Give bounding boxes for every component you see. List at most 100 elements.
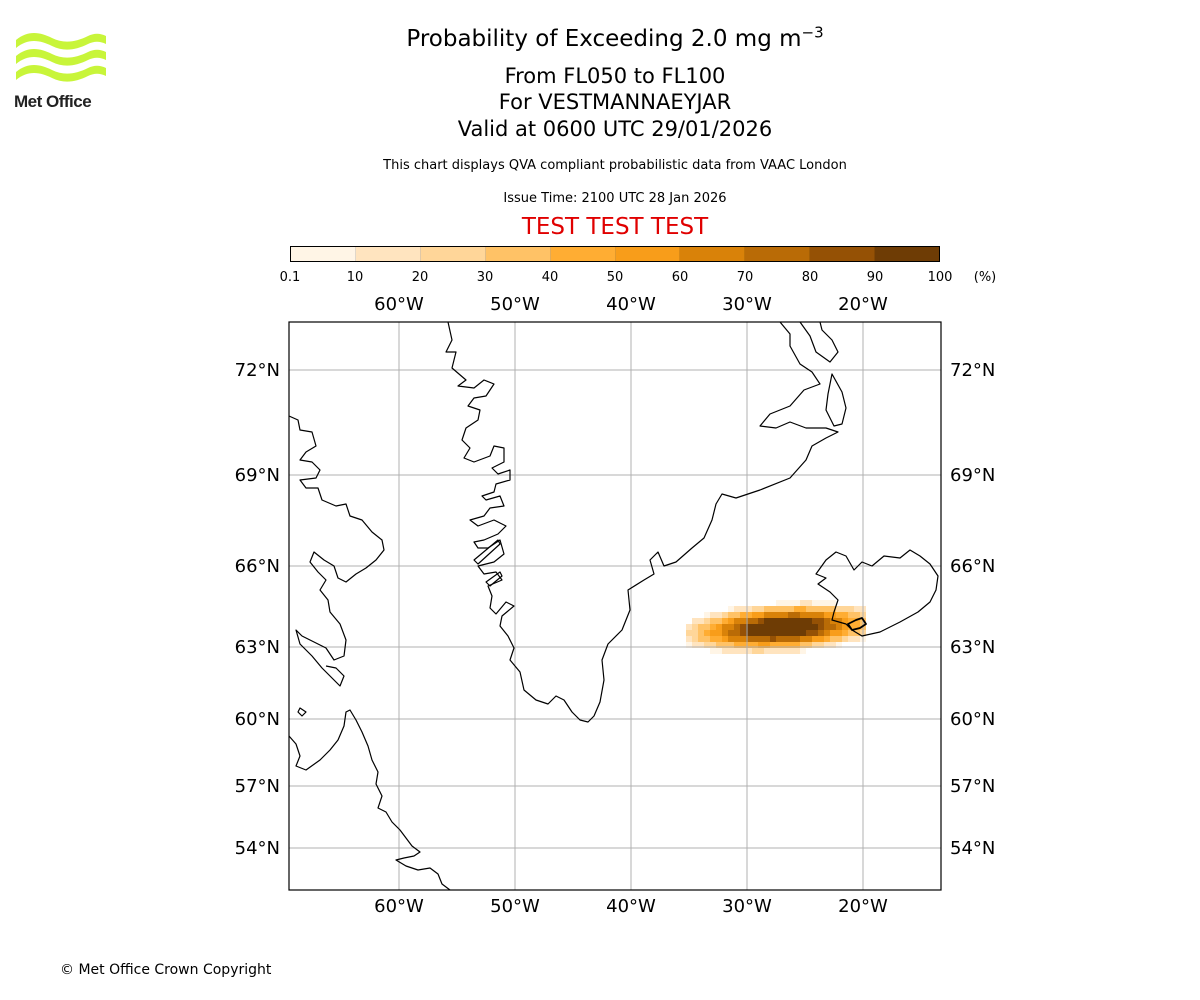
plume-cell [776,600,782,606]
plume-cell [794,600,800,606]
plume-cell [722,630,728,636]
plume-cell [722,618,728,624]
plume-cell [746,606,752,612]
plume-cell [752,642,758,648]
plume-cell [824,600,830,606]
plume-cell [764,630,770,636]
plume-cell [716,612,722,618]
colorbar-tick-label: 50 [606,270,624,285]
plume-cell [716,624,722,630]
plume-cell [728,636,734,642]
plume-cell [842,606,848,612]
latitude-label-left: 54°N [235,838,280,859]
plume-cell [824,618,830,624]
plume-cell [842,618,848,624]
colorbar-tick-label: 0.1 [279,270,301,285]
plume-cell [836,612,842,618]
plume-cell [734,630,740,636]
plume-cell [770,606,776,612]
colorbar-segment [550,247,616,261]
plume-cell [788,636,794,642]
coastline-greenland [445,322,839,723]
plume-cell [764,648,770,654]
plume-cell [776,642,782,648]
plume-cell [812,642,818,648]
plume-cell [806,624,812,630]
plume-cell [818,600,824,606]
plume-cell [782,606,788,612]
issue-time: Issue Time: 2100 UTC 28 Jan 2026 [503,191,727,206]
plume-cell [716,618,722,624]
plume-cell [692,636,698,642]
plume-cell [818,642,824,648]
probability-colorbar [290,246,940,262]
plume-cell [746,636,752,642]
plume-cell [734,636,740,642]
flight-level-range: From FL050 to FL100 [504,64,726,88]
plume-cell [752,618,758,624]
ash-probability-plume [686,600,866,654]
coastline-greenland-island-2 [485,571,503,587]
plume-cell [728,642,734,648]
colorbar-tick-label: 40 [541,270,559,285]
plume-cell [698,618,704,624]
plume-cell [800,624,806,630]
logo-text: Met Office [14,92,92,111]
plume-cell [794,630,800,636]
test-banner: TEST TEST TEST [521,214,709,240]
plume-cell [734,618,740,624]
logo-waves-icon [16,33,106,82]
location-title: For VESTMANNAEYJAR [498,90,732,114]
colorbar-tick-label: 10 [346,270,364,285]
plume-cell [782,636,788,642]
plume-cell [830,624,836,630]
plume-cell [782,642,788,648]
plume-cell [758,642,764,648]
plume-cell [782,612,788,618]
plume-cell [728,618,734,624]
plume-cell [800,636,806,642]
plume-cell [800,606,806,612]
coastline-greenland-ne [799,322,839,363]
latitude-label-left: 69°N [235,465,280,486]
latitude-label-left: 57°N [235,776,280,797]
plume-cell [782,648,788,654]
plume-cell [812,630,818,636]
latitude-label-right: 72°N [950,360,995,381]
plume-cell [698,624,704,630]
longitude-label-top: 60°W [374,294,424,315]
plume-cell [728,606,734,612]
colorbar-tick-label: 30 [476,270,494,285]
vestmannaeyjar-marker [847,617,867,631]
chart-title: Probability of Exceeding 2.0 mg m−3 [315,25,915,52]
plume-cell [806,618,812,624]
plume-cell [806,636,812,642]
plume-cell [854,636,860,642]
plume-cell [776,636,782,642]
plume-cell [764,612,770,618]
plume-cell [800,618,806,624]
plume-cell [716,642,722,648]
colorbar-segment [680,247,746,261]
plume-cell [722,648,728,654]
longitude-label-bottom: 60°W [374,896,424,917]
plume-cell [794,618,800,624]
plume-cell [812,636,818,642]
plume-cell [854,618,860,624]
plume-cell [710,636,716,642]
colorbar-segment [875,247,940,261]
plume-cell [800,600,806,606]
plume-cell [728,630,734,636]
plume-cell [800,630,806,636]
plume-cell [848,636,854,642]
plume-cell [800,648,806,654]
plume-cell [722,612,728,618]
plume-cell [704,636,710,642]
colorbar-segment [810,247,876,261]
plume-cell [698,630,704,636]
plume-cell [758,612,764,618]
plume-cell [752,630,758,636]
plume-cell [806,642,812,648]
plume-cell [758,606,764,612]
plume-cell [788,618,794,624]
